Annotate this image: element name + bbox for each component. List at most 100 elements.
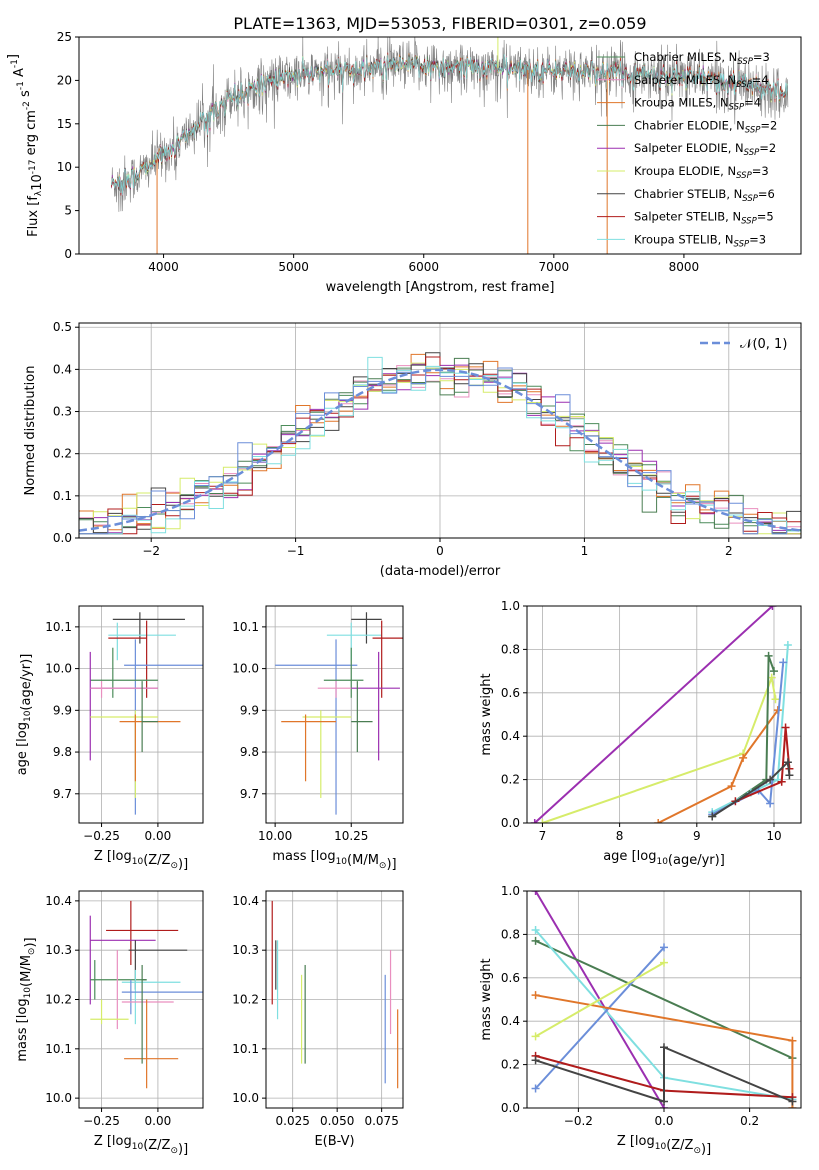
weight-marker <box>764 651 773 660</box>
legend-text: Kroupa STELIB, N <box>634 232 734 246</box>
label-part: (Z/Z <box>143 853 170 868</box>
label-part: )] <box>701 1142 711 1157</box>
weight-line <box>534 606 774 823</box>
weight-marker <box>660 958 668 967</box>
label-part: Flux [f <box>26 196 41 237</box>
y-tick-label: 10.1 <box>232 620 259 634</box>
y-tick-label: 0.0 <box>53 531 72 545</box>
label-part: 10 <box>23 987 33 999</box>
weight-marker <box>769 667 778 676</box>
chart-age_vs_Z: −0.25 0.009.79.89.910.010.1Z [log10(Z/Z⊙)… <box>15 605 204 872</box>
label-part: 10 <box>336 857 348 867</box>
weight-marker <box>788 1097 797 1106</box>
weight-marker <box>660 1097 668 1106</box>
legend-entry: Salpeter MILES, NSSP=4 <box>634 73 769 90</box>
label-part: (data-model)/error <box>380 564 501 579</box>
y-tick-label: 10.3 <box>232 943 259 957</box>
y-axis-label: age [log10(age/yr)] <box>15 654 34 776</box>
label-part: 10 <box>132 857 144 867</box>
x-tick-label: 10.25 <box>334 829 368 843</box>
plot-area <box>79 352 801 535</box>
label-part: ⊙ <box>27 948 37 956</box>
label-part: mass [log <box>272 849 335 864</box>
y-tick-label: 0.4 <box>501 1014 520 1028</box>
x-axis-label: Z [log10(Z/Z⊙)] <box>617 1134 711 1157</box>
x-tick-label: 9 <box>693 829 701 843</box>
legend-tail: =2 <box>759 141 776 155</box>
weight-marker <box>766 775 775 784</box>
y-tick-label: 0.6 <box>501 686 520 700</box>
label-part: Z [log <box>617 1134 655 1149</box>
y-tick-label: 0.2 <box>501 1058 520 1072</box>
legend-sub: SSP <box>736 80 752 90</box>
chart-weight_vs_Z: −0.2 0.0 0.2 0.0 0.2 0.4 0.6 0.8 1.0 Z [log10(Z/Z… <box>479 884 802 1157</box>
x-tick-label: −2 <box>142 544 160 558</box>
legend-text: Salpeter MILES, N <box>634 73 736 87</box>
legend-tail: =3 <box>749 232 766 246</box>
weight-marker <box>531 1084 540 1093</box>
weight-line <box>711 760 791 818</box>
legend-sub: SSP <box>729 103 745 113</box>
x-tick-label: 0.050 <box>320 1114 354 1128</box>
weight-marker <box>739 753 748 762</box>
y-tick-label: 0.8 <box>501 927 520 941</box>
x-tick-label: 5000 <box>278 260 309 274</box>
y-tick-label: 9.9 <box>240 703 259 717</box>
label-part: -1 <box>10 59 20 68</box>
y-tick-label: 10.0 <box>232 1091 259 1105</box>
y-tick-label: 0.0 <box>501 816 520 830</box>
weight-marker <box>766 799 775 808</box>
label-part: mass weight <box>479 673 494 755</box>
chart-age_vs_mass: 10.00 10.25 9.7 9.8 9.9 10.0 10.1 mass [log10(M… <box>232 605 404 872</box>
x-tick-label: 0.0 <box>654 1114 673 1128</box>
x-tick-label: −0.25 <box>83 1114 120 1128</box>
axes-frame <box>78 322 802 539</box>
y-tick-label: 10.0 <box>45 662 72 676</box>
label-part: ⊙ <box>170 861 178 871</box>
y-tick-label: 25 <box>57 30 72 44</box>
axes-frame <box>526 890 802 1109</box>
legend-text: Salpeter ELODIE, N <box>634 141 744 155</box>
x-tick-label: 8000 <box>669 260 700 274</box>
label-part: -1 <box>16 81 26 90</box>
legend-text: Chabrier MILES, N <box>634 50 737 64</box>
y-tick-label: 9.9 <box>53 703 72 717</box>
label-part: Z [log <box>94 1134 132 1149</box>
legend-sub: SSP <box>734 239 750 249</box>
y-tick-label: 1.0 <box>501 599 520 613</box>
y-tick-label: 10.1 <box>45 620 72 634</box>
y-tick-label: 0.8 <box>501 642 520 656</box>
weight-marker <box>531 936 540 945</box>
axes-frame <box>78 890 204 1109</box>
legend-sub: SSP <box>745 125 761 135</box>
y-tick-label: 15 <box>57 117 72 131</box>
label-part: -17 <box>28 160 38 175</box>
label-part: mass [log <box>15 998 30 1061</box>
label-part: (M/M <box>19 955 34 987</box>
weight-marker <box>538 819 547 823</box>
legend-sub: SSP <box>737 57 753 67</box>
y-tick-label: 10.3 <box>45 943 72 957</box>
legend-entry: 𝒩(0, 1) <box>740 337 787 352</box>
weight-line <box>735 727 791 803</box>
weight-marker <box>531 1032 540 1041</box>
x-axis-label: E(B-V) <box>314 1134 354 1149</box>
weight-marker <box>530 819 539 823</box>
weight-marker <box>788 1036 797 1045</box>
y-tick-label: 10.1 <box>232 1042 259 1056</box>
legend-entry: Salpeter STELIB, NSSP=5 <box>634 210 774 227</box>
weight-line <box>535 961 665 1038</box>
weight-line <box>542 673 777 823</box>
histogram-step <box>79 365 801 535</box>
x-tick-label: 7 <box>539 829 547 843</box>
histogram-step <box>79 367 801 535</box>
weight-marker <box>660 943 668 952</box>
label-part: λ <box>34 190 44 196</box>
plot-area <box>89 900 203 1089</box>
label-part: (M/M <box>347 853 379 868</box>
x-axis-label: Z [log10(Z/Z⊙)] <box>94 849 188 872</box>
y-tick-label: 0.4 <box>53 362 72 376</box>
